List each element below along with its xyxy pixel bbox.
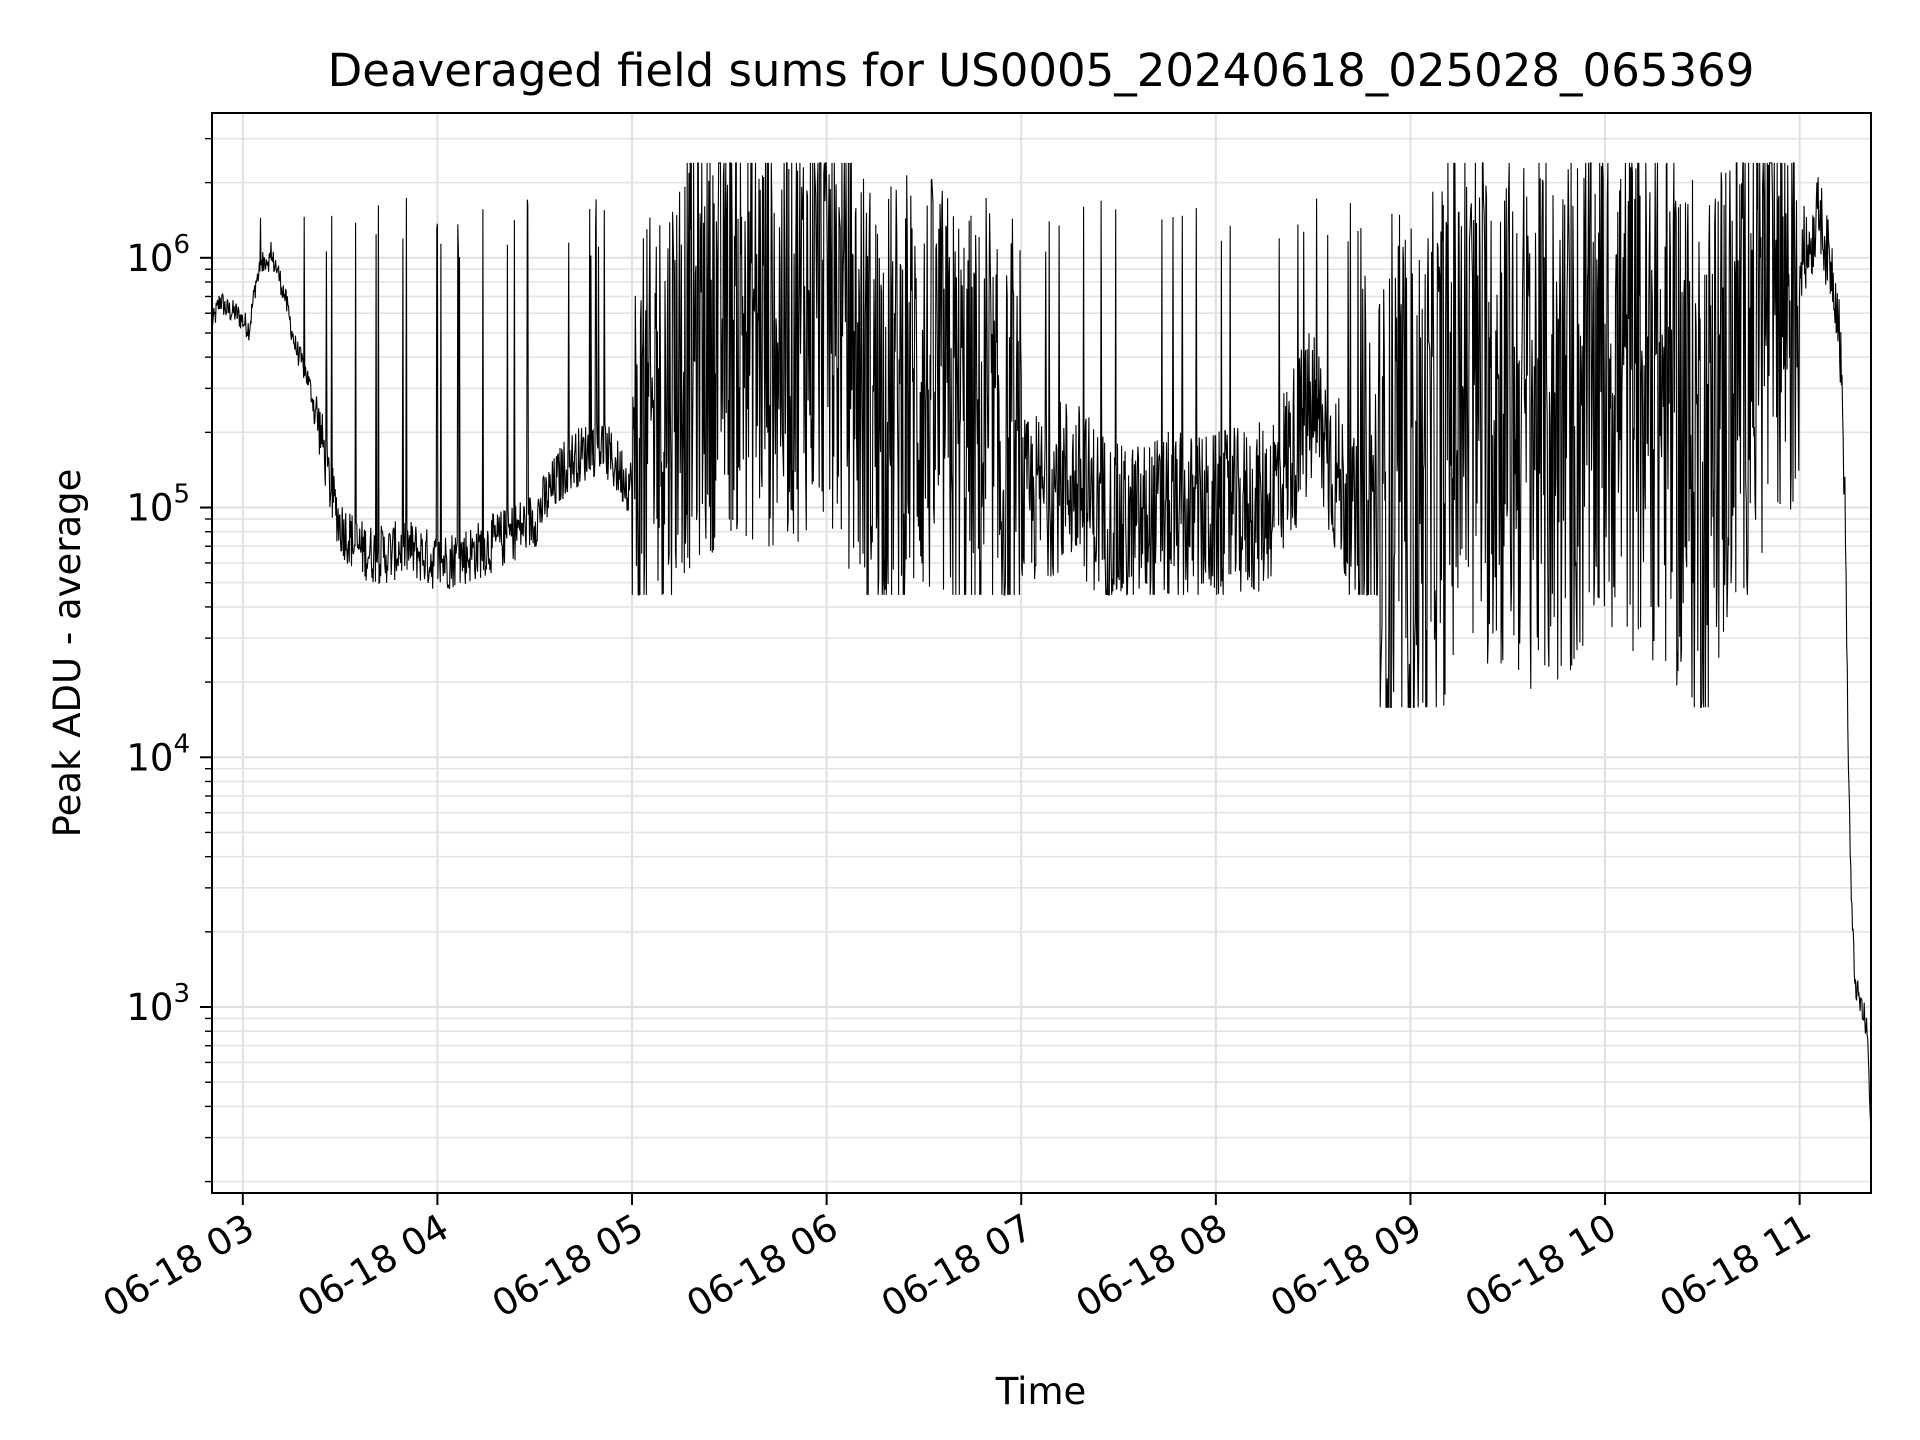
series-layer	[211, 162, 1872, 1146]
x-tick-label: 06-18 07	[874, 1206, 1040, 1326]
series-line	[211, 162, 1872, 1146]
x-tick-label: 06-18 05	[485, 1206, 651, 1326]
y-tick-label: 106	[126, 230, 190, 280]
x-tick-label: 06-18 06	[680, 1206, 846, 1326]
x-tick-label: 06-18 09	[1263, 1206, 1429, 1326]
chart-title: Deaveraged field sums for US0005_2024061…	[328, 44, 1755, 97]
x-tick-label: 06-18 08	[1069, 1206, 1235, 1326]
y-axis-label: Peak ADU - average	[46, 469, 89, 838]
x-axis-label: Time	[995, 1370, 1087, 1413]
grid-layer	[212, 113, 1871, 1193]
x-tick-label: 06-18 04	[290, 1206, 456, 1326]
y-tick-label: 105	[126, 480, 190, 530]
y-tick-label: 103	[126, 979, 190, 1029]
x-tick-label: 06-18 10	[1458, 1206, 1624, 1326]
x-tick-label: 06-18 03	[96, 1206, 262, 1326]
plot-frame	[211, 112, 1872, 1194]
x-tick-label: 06-18 11	[1653, 1206, 1819, 1326]
y-tick-label: 104	[126, 729, 190, 779]
